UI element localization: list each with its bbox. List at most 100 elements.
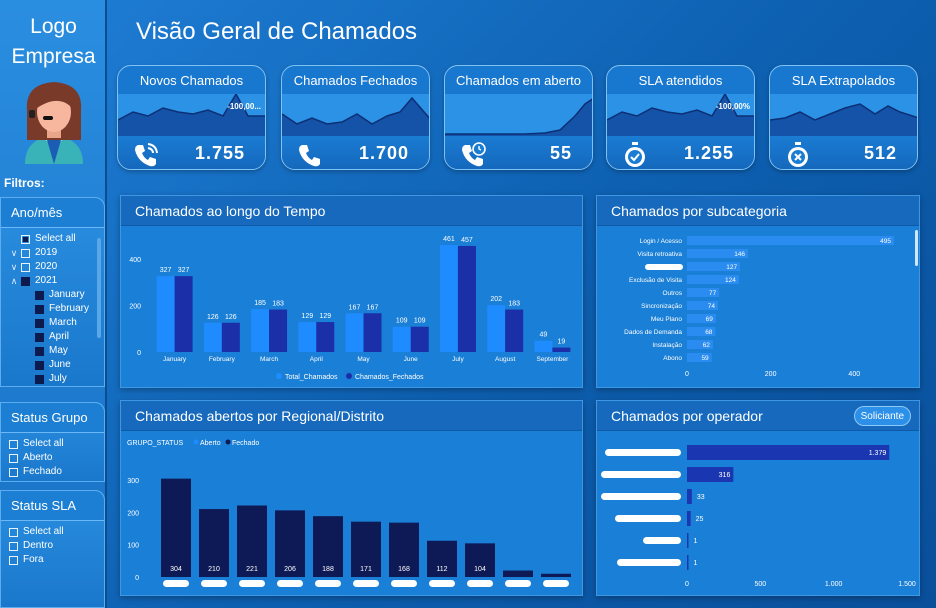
checkbox[interactable] — [35, 332, 44, 342]
kpi-footer: 512 — [770, 136, 917, 169]
redacted-label — [601, 471, 681, 478]
redacted-label — [601, 493, 681, 500]
panel-chamados-regional[interactable]: Chamados abertos por Regional/Distrito G… — [120, 400, 583, 596]
data-label: 59 — [701, 355, 709, 362]
data-label: 495 — [880, 238, 891, 245]
kpi-card[interactable]: SLA Extrapolados 512 — [769, 65, 918, 170]
slicer-option-fora[interactable]: Fora — [9, 553, 104, 567]
checkbox[interactable] — [21, 262, 30, 272]
x-tick-label: July — [452, 356, 464, 363]
slicer-option-april[interactable]: April — [9, 330, 104, 344]
kpi-value: 1.755 — [194, 143, 245, 163]
checkbox[interactable] — [21, 234, 30, 244]
checkbox[interactable] — [35, 304, 44, 314]
slicer-option-march[interactable]: March — [9, 316, 104, 330]
kpi-footer: 1.700 — [282, 136, 429, 169]
slicer-option-select-all[interactable]: Select all — [9, 232, 104, 246]
y-tick-label: Abono — [663, 355, 682, 362]
slicer-status-sla: Status SLA Select all Dentro Fora — [0, 490, 105, 608]
bar — [687, 314, 716, 323]
kpi-card[interactable]: Novos Chamados -100,00... 1.755 — [117, 65, 266, 170]
slicer-option-select-all[interactable]: Select all — [9, 525, 104, 539]
kpi-card[interactable]: Chamados em aberto 55 — [444, 65, 593, 170]
checkbox[interactable] — [9, 527, 18, 537]
y-tick-label: Dados de Demanda — [624, 329, 682, 336]
data-label: 19 — [557, 339, 565, 346]
bar-total — [534, 340, 553, 352]
slicer-option-february[interactable]: February — [9, 302, 104, 316]
data-label: 327 — [178, 267, 190, 274]
slicer-option-june[interactable]: June — [9, 358, 104, 372]
chart-tempo[interactable]: 0 200 400 327 327 January 126 126 February 185 183… — [121, 226, 582, 387]
checkbox[interactable] — [9, 541, 18, 551]
logo-line-1: Logo — [30, 15, 77, 38]
panel-chamados-operador[interactable]: Chamados por operador Soliciante 1.379 31… — [596, 400, 920, 596]
slicer-option-dentro[interactable]: Dentro — [9, 539, 104, 553]
chart-operador[interactable]: 1.379 316 33 25 1 1 0 500 1.000 1.500 — [597, 431, 919, 595]
slicer-option-fechado[interactable]: Fechado — [9, 465, 104, 479]
y-tick-label: 400 — [129, 257, 141, 264]
bar — [161, 478, 191, 577]
kpi-value: 512 — [863, 143, 897, 163]
plot-background — [597, 226, 919, 387]
redacted-label — [643, 537, 681, 544]
kpi-delta-label: -100,00... — [227, 102, 261, 111]
data-label: 206 — [284, 566, 296, 573]
y-tick-label: Visita retroativa — [637, 251, 682, 258]
checkbox[interactable] — [35, 374, 44, 384]
slicer-ano-mes-list: Select all ∨ 2019 ∨ 2020 ∧ 2021 January Feb… — [1, 228, 104, 386]
kpi-sparkline — [118, 94, 265, 136]
kpi-sparkline — [607, 94, 754, 136]
bar — [687, 301, 718, 310]
bar-total — [203, 322, 222, 352]
redacted-label — [467, 580, 493, 587]
checkbox[interactable] — [21, 248, 30, 258]
checkbox[interactable] — [35, 290, 44, 300]
data-label: 457 — [461, 237, 473, 244]
page-title: Visão Geral de Chamados — [136, 18, 418, 45]
slicer-option-aberto[interactable]: Aberto — [9, 451, 104, 465]
bar-fechados — [221, 322, 240, 352]
y-tick-label: 100 — [127, 543, 139, 550]
slicer-option-select-all[interactable]: Select all — [9, 437, 104, 451]
chevron-down-icon[interactable]: ∨ — [10, 262, 18, 272]
bar — [389, 522, 419, 577]
y-tick-label: Meu Plano — [651, 316, 682, 323]
sparkline-line — [118, 94, 265, 121]
slicer-option-2020[interactable]: ∨ 2020 — [9, 260, 104, 274]
panel-chamados-tempo[interactable]: Chamados ao longo do Tempo 0 200 400 327 327… — [120, 195, 583, 388]
redacted-label — [201, 580, 227, 587]
checkbox[interactable] — [9, 439, 18, 449]
slicer-scrollbar[interactable] — [97, 238, 101, 338]
bar — [687, 511, 691, 526]
checkbox[interactable] — [35, 346, 44, 356]
phone-clock-icon — [462, 142, 486, 167]
bar-total — [392, 326, 411, 352]
y-tick-label: Instalação — [652, 342, 682, 349]
data-label: 183 — [272, 301, 284, 308]
redacted-label — [605, 449, 681, 456]
checkbox[interactable] — [21, 276, 30, 286]
sparkline-line — [607, 94, 754, 121]
checkbox[interactable] — [9, 453, 18, 463]
checkbox[interactable] — [9, 467, 18, 477]
kpi-card[interactable]: Chamados Fechados 1.700 — [281, 65, 430, 170]
chevron-up-icon[interactable]: ∧ — [10, 276, 18, 286]
data-label: 112 — [436, 566, 447, 573]
panel-chamados-subcategoria[interactable]: Chamados por subcategoria 495 Login / Ace… — [596, 195, 920, 388]
kpi-card[interactable]: SLA atendidos -100,00% 1.255 — [606, 65, 755, 170]
phone-ringing-icon — [135, 143, 158, 167]
slicer-option-2021[interactable]: ∧ 2021 — [9, 274, 104, 288]
bar-fechados — [174, 276, 193, 352]
slicer-option-january[interactable]: January — [9, 288, 104, 302]
slicer-option-july[interactable]: July — [9, 372, 104, 386]
chevron-down-icon[interactable]: ∨ — [10, 248, 18, 258]
checkbox[interactable] — [35, 360, 44, 370]
chart-regional[interactable]: GRUPO_STATUS Aberto Fechado 0 100 200 300 304 21… — [121, 431, 582, 595]
chart-subcategoria[interactable]: 495 Login / Acesso 146 Visita retroativa 127… — [597, 226, 919, 387]
checkbox[interactable] — [35, 318, 44, 328]
checkbox[interactable] — [9, 555, 18, 565]
solicitante-button[interactable]: Soliciante — [853, 406, 911, 426]
slicer-option-2019[interactable]: ∨ 2019 — [9, 246, 104, 260]
slicer-option-may[interactable]: May — [9, 344, 104, 358]
